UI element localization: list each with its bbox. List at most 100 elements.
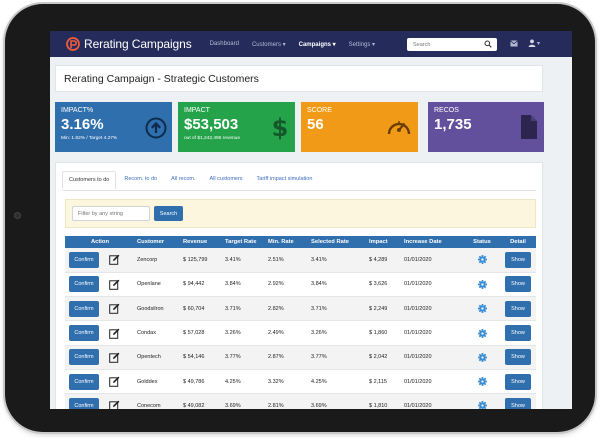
col-min-rate: Min. Rate	[266, 236, 309, 248]
status-cell	[464, 369, 500, 395]
tab-recom-to-do[interactable]: Recom. to do	[124, 176, 158, 182]
kpi-value: $53,503	[184, 116, 239, 133]
col-impact: Impact	[367, 236, 402, 248]
customer-cell: Opentech	[135, 345, 181, 370]
min-rate-cell: 2.92%	[266, 272, 309, 298]
filter-input[interactable]	[72, 206, 150, 221]
filter-search-button[interactable]: Search	[154, 206, 183, 221]
gauge-icon	[387, 121, 411, 135]
tab-bar: Customers to do Recom. to do All recom. …	[62, 171, 320, 189]
target-rate-cell: 3.69%	[223, 393, 266, 409]
edit-icon[interactable]	[108, 303, 120, 315]
action-cell: Confirm	[65, 393, 135, 409]
increase-date-cell: 01/01/2020	[402, 248, 464, 273]
edit-icon[interactable]	[108, 352, 120, 363]
show-button[interactable]: Show	[505, 300, 531, 317]
target-rate-cell: 3.71%	[223, 296, 266, 322]
customer-cell: Condax	[135, 320, 181, 346]
confirm-button[interactable]: Confirm	[69, 276, 99, 293]
kpi-impact: IMPACT $53,503 out of $1,242,496 revenue…	[178, 102, 295, 152]
revenue-cell: $ 49,082	[181, 393, 223, 409]
nav-settings[interactable]: Settings ▾	[348, 41, 376, 48]
table-row: Confirm Condax $ 57,028 3.26% 2.49% 3.26…	[65, 320, 536, 346]
selected-rate-cell: 3.41%	[309, 248, 367, 273]
show-button[interactable]: Show	[505, 276, 531, 293]
kpi-impact-percent: IMPACT% 3.16% Min: 1.82% / Target 4.27%	[55, 102, 172, 152]
col-detail: Detail	[500, 236, 536, 248]
user-menu-caret[interactable]: ▾	[537, 41, 541, 47]
gear-icon[interactable]	[477, 377, 487, 387]
tab-all-recom[interactable]: All recom.	[171, 176, 196, 182]
status-cell	[464, 320, 500, 346]
impact-cell: $ 2,042	[367, 345, 402, 370]
target-rate-cell: 4.25%	[223, 369, 266, 395]
target-rate-cell: 3.26%	[223, 320, 266, 346]
edit-icon[interactable]	[108, 254, 120, 266]
confirm-button[interactable]: Confirm	[69, 251, 99, 268]
confirm-button[interactable]: Confirm	[69, 300, 99, 317]
kpi-value: 56	[307, 116, 324, 133]
selected-rate-cell: 4.25%	[309, 369, 367, 395]
confirm-button[interactable]: Confirm	[69, 397, 99, 409]
status-cell	[464, 272, 500, 298]
customer-cell: Conecom	[135, 393, 181, 409]
gear-icon[interactable]	[477, 255, 487, 265]
mail-icon[interactable]	[510, 40, 518, 47]
detail-cell: Show	[500, 248, 536, 273]
nav-customers[interactable]: Customers ▾	[251, 41, 286, 48]
table-header-row: Action Customer Revenue Target Rate Min.…	[65, 236, 536, 248]
search-icon[interactable]	[484, 40, 492, 48]
gear-icon[interactable]	[477, 401, 487, 409]
gear-icon[interactable]	[477, 328, 487, 338]
tab-all-customers[interactable]: All customers	[209, 176, 243, 182]
impact-cell: $ 1,860	[367, 320, 402, 346]
filter-panel: Search	[65, 199, 536, 228]
kpi-score: SCORE 56	[301, 102, 418, 152]
nav-campaigns[interactable]: Campaigns ▾	[298, 41, 336, 48]
confirm-button[interactable]: Confirm	[69, 373, 99, 390]
table-row: Confirm Opentech $ 54,146 3.77% 2.87% 3.…	[65, 345, 536, 370]
increase-date-cell: 01/01/2020	[402, 320, 464, 346]
search-input[interactable]	[413, 41, 485, 48]
tab-customers-to-do[interactable]: Customers to do	[62, 171, 117, 189]
increase-date-cell: 01/01/2020	[402, 369, 464, 395]
tab-tariff-impact-simulation[interactable]: Tariff impact simulation	[256, 176, 313, 182]
kpi-label: IMPACT	[184, 107, 210, 114]
detail-cell: Show	[500, 345, 536, 370]
edit-icon[interactable]	[108, 279, 120, 290]
brand[interactable]: Rerating Campaigns	[66, 37, 192, 51]
gear-icon[interactable]	[477, 304, 487, 314]
gear-icon[interactable]	[477, 279, 487, 289]
show-button[interactable]: Show	[505, 373, 531, 390]
table-row: Confirm Conecom $ 49,082 3.69% 2.81% 3.6…	[65, 393, 536, 409]
edit-icon[interactable]	[108, 376, 120, 387]
show-button[interactable]: Show	[505, 251, 531, 268]
show-button[interactable]: Show	[505, 349, 531, 366]
edit-icon[interactable]	[108, 328, 120, 339]
show-button[interactable]: Show	[505, 397, 531, 409]
table-row: Confirm Zencorp $ 125,799 3.41% 2.51% 3.…	[65, 248, 536, 273]
nav-search	[407, 38, 497, 51]
confirm-button[interactable]: Confirm	[69, 325, 99, 342]
document-icon	[521, 115, 537, 139]
action-cell: Confirm	[65, 248, 135, 273]
nav-dashboard[interactable]: Dashboard	[209, 40, 239, 47]
min-rate-cell: 2.87%	[266, 345, 309, 370]
min-rate-cell: 2.81%	[266, 393, 309, 409]
confirm-button[interactable]: Confirm	[69, 349, 99, 366]
table-row: Confirm Openlane $ 94,442 3.84% 2.92% 3.…	[65, 272, 536, 298]
col-increase-date: Increase Date	[402, 236, 464, 248]
user-icon[interactable]	[528, 39, 536, 47]
detail-cell: Show	[500, 320, 536, 346]
tablet-frame: Rerating Campaigns Dashboard Customers ▾…	[5, 4, 595, 432]
gear-icon[interactable]	[477, 352, 487, 362]
top-navbar: Rerating Campaigns Dashboard Customers ▾…	[50, 31, 572, 57]
app-screen: Rerating Campaigns Dashboard Customers ▾…	[50, 31, 572, 409]
col-target-rate: Target Rate	[223, 236, 266, 248]
impact-cell: $ 1,810	[367, 393, 402, 409]
svg-text:$: $	[272, 114, 288, 140]
show-button[interactable]: Show	[505, 325, 531, 342]
edit-icon[interactable]	[108, 400, 120, 409]
selected-rate-cell: 3.71%	[309, 296, 367, 322]
kpi-subtitle: out of $1,242,496 revenue	[184, 136, 241, 141]
